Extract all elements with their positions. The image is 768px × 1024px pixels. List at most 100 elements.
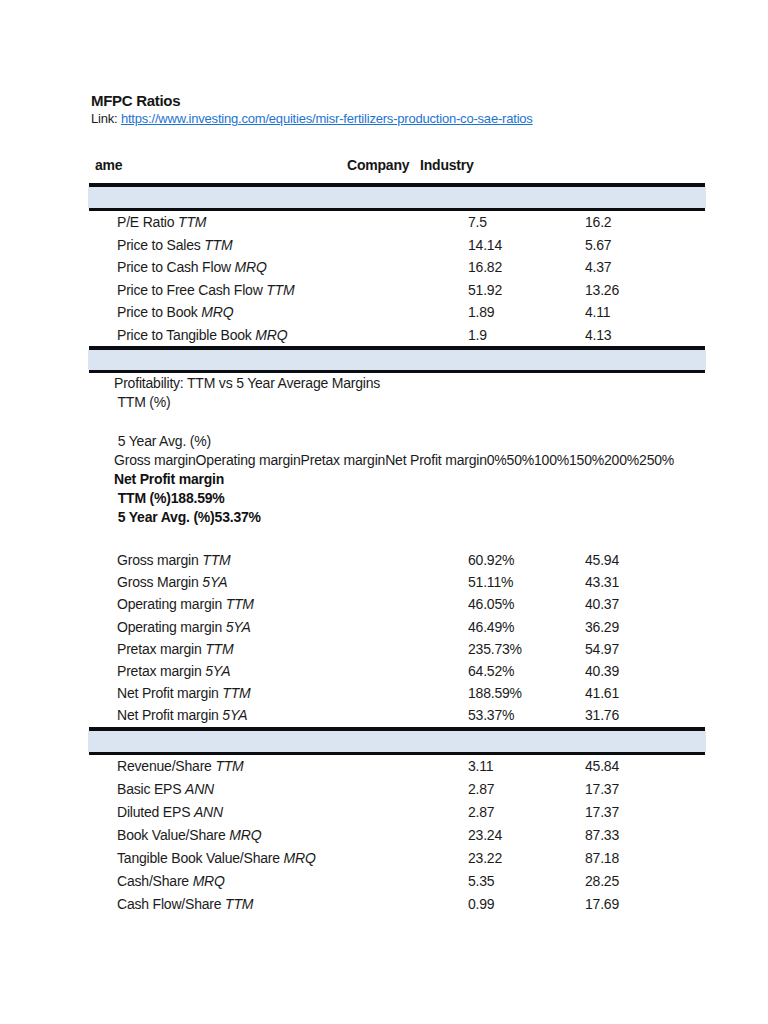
divider-band <box>88 731 706 752</box>
company-value: 0.99 <box>468 893 494 916</box>
industry-value: 4.37 <box>585 256 611 279</box>
row-label: Book Value/Share MRQ <box>117 824 261 847</box>
profitability-line: Net Profit margin <box>114 470 674 489</box>
row-period-suffix: TTM <box>204 237 232 253</box>
link-line: Link: https://www.investing.com/equities… <box>91 111 533 126</box>
profitability-line: 5 Year Avg. (%) <box>114 432 674 451</box>
table-row: Price to Sales TTM14.145.67 <box>89 234 705 257</box>
industry-value: 28.25 <box>585 870 619 893</box>
investing-url-link[interactable]: https://www.investing.com/equities/misr-… <box>121 111 533 126</box>
row-label: Cash Flow/Share TTM <box>117 893 253 916</box>
per-share-table: Revenue/Share TTM3.1145.84Basic EPS ANN 2… <box>89 755 705 916</box>
table-row: Book Value/Share MRQ 23.24 87.33 <box>89 824 705 847</box>
industry-value: 4.11 <box>585 301 610 324</box>
table-row: P/E Ratio TTM7.516.2 <box>89 211 705 234</box>
row-label: Basic EPS ANN <box>117 778 214 801</box>
table-row: Basic EPS ANN 2.87 17.37 <box>89 778 705 801</box>
row-period-suffix: TTM <box>205 641 233 657</box>
row-label: Diluted EPS ANN <box>117 801 223 824</box>
row-period-suffix: MRQ <box>284 850 316 866</box>
company-value: 1.89 <box>468 301 494 324</box>
table-row: Price to Tangible Book MRQ1.94.13 <box>89 324 705 347</box>
industry-value: 36.29 <box>585 616 619 638</box>
table-row: Revenue/Share TTM3.1145.84 <box>89 755 705 778</box>
row-period-suffix: MRQ <box>255 327 287 343</box>
column-header-name: ame <box>95 157 122 173</box>
column-header-industry: Industry <box>420 157 474 173</box>
company-value: 51.11% <box>468 571 513 593</box>
table-row: Operating margin 5YA 46.49% 36.29 <box>89 616 705 638</box>
link-label: Link: <box>91 111 121 126</box>
valuation-table: P/E Ratio TTM7.516.2Price to Sales TTM14… <box>89 211 705 347</box>
row-label: Price to Sales TTM <box>117 234 232 257</box>
industry-value: 40.37 <box>585 593 619 615</box>
row-period-suffix: TTM <box>215 758 243 774</box>
row-label: Net Profit margin 5YA <box>117 704 247 726</box>
table-row: Diluted EPS ANN 2.87 17.37 <box>89 801 705 824</box>
industry-value: 43.31 <box>585 571 619 593</box>
table-row: Pretax margin 5YA 64.52% 40.39 <box>89 660 705 682</box>
row-period-suffix: ANN <box>194 804 223 820</box>
row-period-suffix: 5YA <box>202 574 227 590</box>
row-period-suffix: TTM <box>225 896 253 912</box>
row-period-suffix: MRQ <box>193 873 225 889</box>
company-value: 60.92% <box>468 549 514 571</box>
profitability-line <box>114 412 674 431</box>
industry-value: 17.69 <box>585 893 619 916</box>
row-label: P/E Ratio TTM <box>117 211 206 234</box>
row-period-suffix: TTM <box>222 685 250 701</box>
table-row: Pretax margin TTM 235.73% 54.97 <box>89 638 705 660</box>
row-period-suffix: MRQ <box>235 259 267 275</box>
table-row: Net Profit margin TTM188.59%41.61 <box>89 682 705 704</box>
table-row: Price to Book MRQ 1.89 4.11 <box>89 301 705 324</box>
profitability-text-block: Profitability: TTM vs 5 Year Average Mar… <box>114 374 674 528</box>
row-period-suffix: MRQ <box>229 827 261 843</box>
company-value: 5.35 <box>468 870 494 893</box>
profitability-line: TTM (%) <box>114 393 674 412</box>
company-value: 23.24 <box>468 824 502 847</box>
industry-value: 87.18 <box>585 847 619 870</box>
row-label: Pretax margin 5YA <box>117 660 230 682</box>
row-period-suffix: TTM <box>178 214 206 230</box>
industry-value: 41.61 <box>585 682 619 704</box>
profitability-line: TTM (%)188.59% <box>114 489 674 508</box>
table-row: Gross Margin 5YA 51.11% 43.31 <box>89 571 705 593</box>
row-period-suffix: TTM <box>266 282 294 298</box>
row-label: Price to Book MRQ <box>117 301 233 324</box>
company-value: 64.52% <box>468 660 514 682</box>
company-value: 2.87 <box>468 778 494 801</box>
industry-value: 13.26 <box>585 279 619 302</box>
company-value: 235.73% <box>468 638 522 660</box>
company-value: 16.82 <box>468 256 502 279</box>
divider-band <box>88 187 706 208</box>
industry-value: 54.97 <box>585 638 619 660</box>
row-label: Gross Margin 5YA <box>117 571 227 593</box>
table-row: Cash/Share MRQ5.3528.25 <box>89 870 705 893</box>
company-value: 2.87 <box>468 801 494 824</box>
profitability-line: Profitability: TTM vs 5 Year Average Mar… <box>114 374 674 393</box>
row-label: Price to Tangible Book MRQ <box>117 324 287 347</box>
row-period-suffix: 5YA <box>205 663 230 679</box>
row-period-suffix: TTM <box>202 552 230 568</box>
company-value: 46.49% <box>468 616 514 638</box>
column-header-company: Company <box>347 157 409 173</box>
table-row: Operating margin TTM46.05%40.37 <box>89 593 705 615</box>
table-row: Cash Flow/Share TTM 0.99 17.69 <box>89 893 705 916</box>
industry-value: 17.37 <box>585 801 619 824</box>
row-label: Gross margin TTM <box>117 549 230 571</box>
industry-value: 45.84 <box>585 755 619 778</box>
row-label: Operating margin 5YA <box>117 616 251 638</box>
industry-value: 4.13 <box>585 324 611 347</box>
industry-value: 45.94 <box>585 549 619 571</box>
table-row: Price to Cash Flow MRQ16.824.37 <box>89 256 705 279</box>
industry-value: 17.37 <box>585 778 619 801</box>
row-label: Net Profit margin TTM <box>117 682 251 704</box>
row-label: Pretax margin TTM <box>117 638 233 660</box>
industry-value: 5.67 <box>585 234 611 257</box>
row-period-suffix: TTM <box>226 596 254 612</box>
row-period-suffix: 5YA <box>226 619 251 635</box>
table-row: Net Profit margin 5YA53.37%31.76 <box>89 704 705 726</box>
industry-value: 87.33 <box>585 824 619 847</box>
divider-band <box>88 350 706 370</box>
industry-value: 40.39 <box>585 660 619 682</box>
